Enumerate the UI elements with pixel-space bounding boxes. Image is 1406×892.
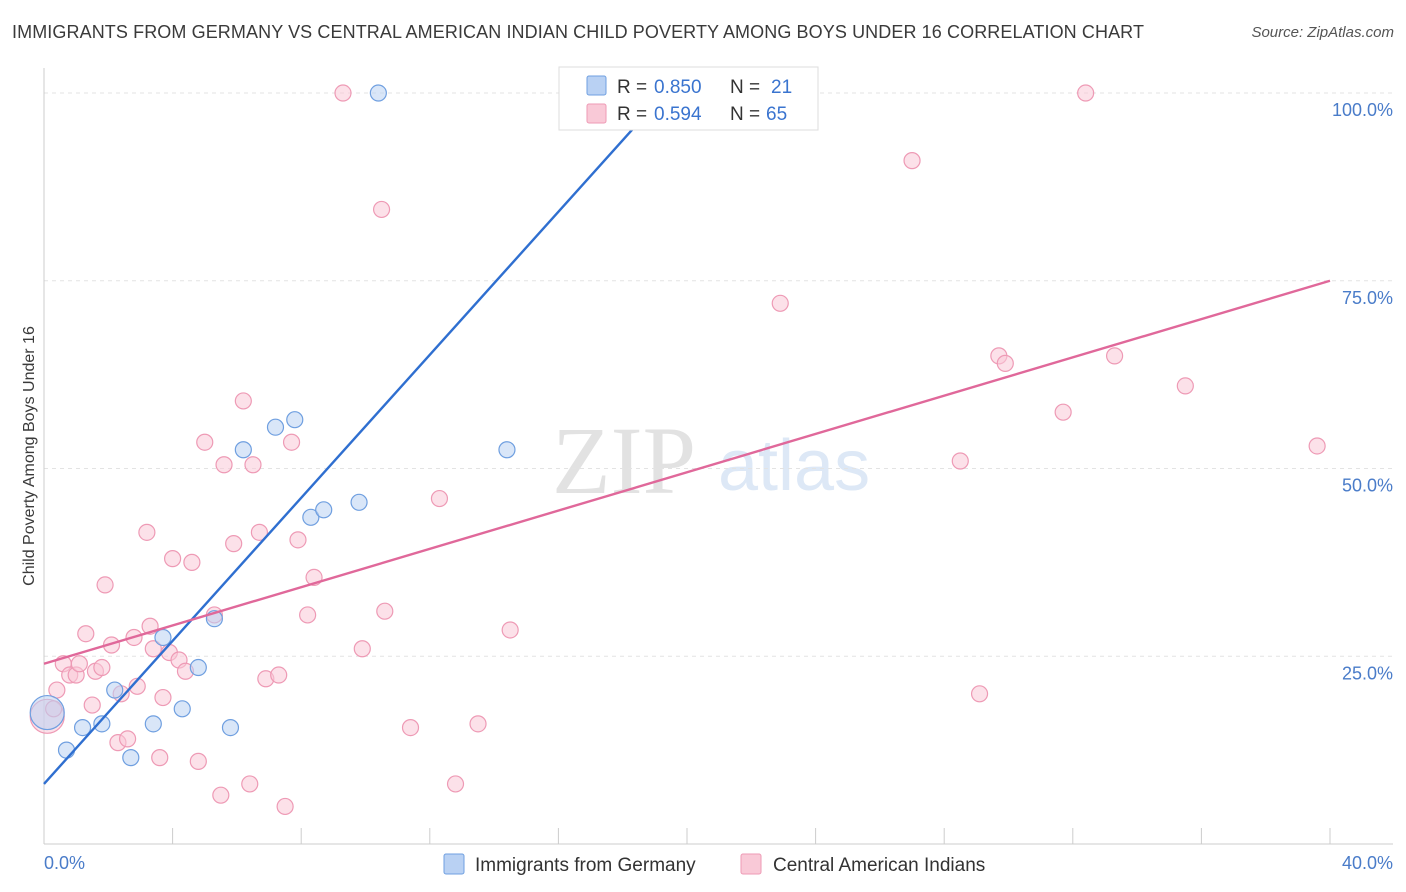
data-point [1309, 438, 1325, 454]
data-point [1177, 378, 1193, 394]
data-point [1078, 85, 1094, 101]
legend-r-value-cai: 0.594 [654, 104, 702, 125]
data-point [377, 603, 393, 619]
y-tick-label-25: 25.0% [1342, 663, 1393, 683]
data-point [59, 742, 75, 758]
data-point [316, 502, 332, 518]
data-point [235, 442, 251, 458]
data-point [139, 524, 155, 540]
data-point [235, 393, 251, 409]
data-point [354, 641, 370, 657]
correlation-legend: R = 0.850 N = 21 R = 0.594 N = 65 [559, 67, 818, 130]
data-point [997, 355, 1013, 371]
data-point [904, 153, 920, 169]
bottom-legend-label-cai: Central American Indians [773, 855, 985, 876]
data-point [84, 697, 100, 713]
data-point [94, 660, 110, 676]
x-tick-min: 0.0% [44, 853, 85, 873]
data-point [145, 716, 161, 732]
data-point [222, 720, 238, 736]
legend-n-label-germany: N = [730, 77, 760, 98]
legend-swatch-germany [587, 76, 606, 95]
x-tick-labels: 0.0% 40.0% [44, 853, 1393, 873]
series-immigrants-from-germany [30, 85, 634, 766]
data-point [972, 686, 988, 702]
data-point [952, 453, 968, 469]
data-point [335, 85, 351, 101]
gridlines [44, 93, 1393, 656]
y-tick-label-100: 100.0% [1332, 100, 1393, 120]
data-point [97, 577, 113, 593]
data-point [267, 419, 283, 435]
bottom-legend-label-germany: Immigrants from Germany [475, 855, 696, 876]
data-point [197, 434, 213, 450]
data-point [174, 701, 190, 717]
data-point [277, 798, 293, 814]
data-point [78, 626, 94, 642]
data-point [470, 716, 486, 732]
data-point [120, 731, 136, 747]
y-tick-label-50: 50.0% [1342, 476, 1393, 496]
data-point [287, 412, 303, 428]
data-point [216, 457, 232, 473]
data-point [772, 295, 788, 311]
legend-r-label-germany: R = [617, 77, 647, 98]
legend-swatch-cai [587, 104, 606, 123]
data-point [284, 434, 300, 450]
data-point [155, 690, 171, 706]
data-point [403, 720, 419, 736]
legend-r-label-cai: R = [617, 104, 647, 125]
data-point [184, 554, 200, 570]
data-point [290, 532, 306, 548]
legend-n-label-cai: N = [730, 104, 760, 125]
data-point [123, 750, 139, 766]
x-tick-max: 40.0% [1342, 853, 1393, 873]
data-point [431, 491, 447, 507]
y-tick-label-75: 75.0% [1342, 288, 1393, 308]
bottom-legend-swatch-cai [741, 854, 761, 874]
bottom-legend-swatch-germany [444, 854, 464, 874]
scatter-chart: ZIP atlas 25.0% 50.0% 75.0% 100.0% 0.0% 40.… [0, 0, 1406, 892]
legend-r-value-germany: 0.850 [654, 77, 702, 98]
data-point [1055, 404, 1071, 420]
data-point [71, 656, 87, 672]
data-point [351, 494, 367, 510]
data-point [155, 629, 171, 645]
data-point [502, 622, 518, 638]
data-point [190, 753, 206, 769]
data-point [271, 667, 287, 683]
y-tick-labels: 25.0% 50.0% 75.0% 100.0% [1332, 100, 1393, 683]
data-point [30, 696, 64, 730]
data-point [165, 551, 181, 567]
watermark-atlas: atlas [718, 426, 870, 506]
data-point [448, 776, 464, 792]
y-axis-label: Child Poverty Among Boys Under 16 [21, 326, 38, 586]
data-point [226, 536, 242, 552]
legend-n-value-cai: 65 [766, 104, 787, 125]
data-point [152, 750, 168, 766]
trend-line-cai [44, 281, 1330, 664]
watermark-zip: ZIP [552, 407, 696, 514]
data-point [300, 607, 316, 623]
data-point [242, 776, 258, 792]
series-legend: Immigrants from Germany Central American… [444, 854, 985, 876]
data-point [107, 682, 123, 698]
data-point [499, 442, 515, 458]
data-point [374, 201, 390, 217]
legend-n-value-germany: 21 [771, 77, 792, 98]
data-point [1107, 348, 1123, 364]
data-point [370, 85, 386, 101]
data-point [190, 660, 206, 676]
data-point [245, 457, 261, 473]
data-point [213, 787, 229, 803]
